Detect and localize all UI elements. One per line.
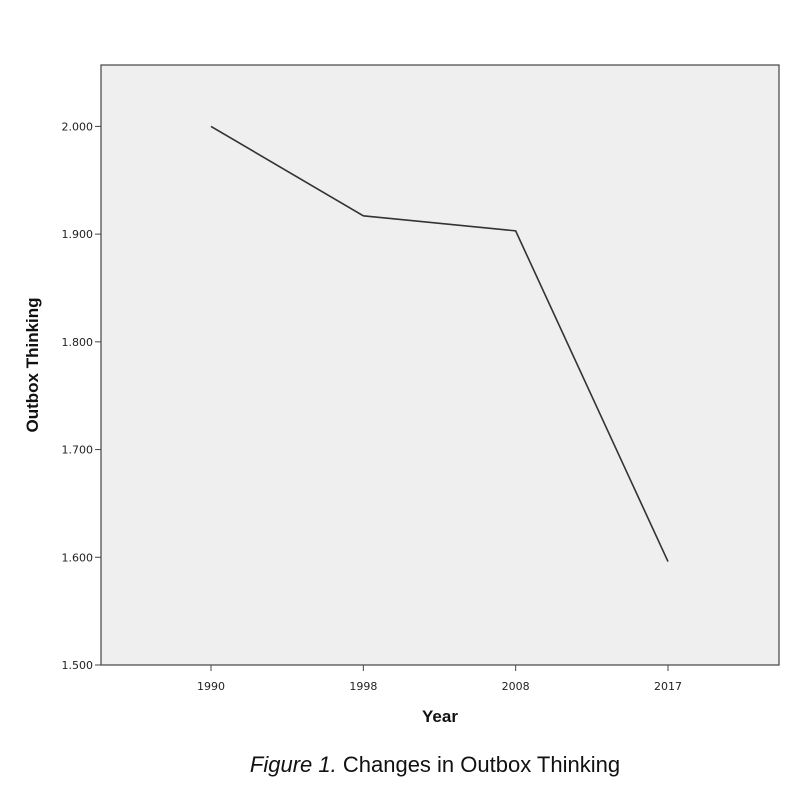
x-axis: 1990 1998 2008 2017 [197,665,682,693]
x-axis-title: Year [422,707,458,726]
y-tick-label: 2.000 [62,120,94,133]
figure-caption-text: Changes in Outbox Thinking [342,752,621,777]
y-tick-label: 1.600 [62,551,94,564]
y-tick-label: 1.900 [62,228,94,241]
y-tick-label: 1.500 [62,659,94,672]
figure-label: Figure 1. [249,752,337,777]
x-tick-label: 2017 [654,680,682,693]
y-axis: 1.500 1.600 1.700 1.800 1.900 2.000 [62,120,101,672]
figure-caption: Figure 1. Changes in Outbox Thinking [0,752,800,778]
line-chart: 1.500 1.600 1.700 1.800 1.900 2.000 1990 1998 2… [23,64,780,726]
y-axis-title: Outbox Thinking [23,297,42,432]
x-tick-label: 2008 [502,680,530,693]
plot-area [100,64,780,666]
y-tick-label: 1.800 [62,336,94,349]
series-line [210,125,669,562]
x-tick-label: 1990 [197,680,225,693]
y-tick-label: 1.700 [62,444,94,457]
x-tick-label: 1998 [349,680,377,693]
